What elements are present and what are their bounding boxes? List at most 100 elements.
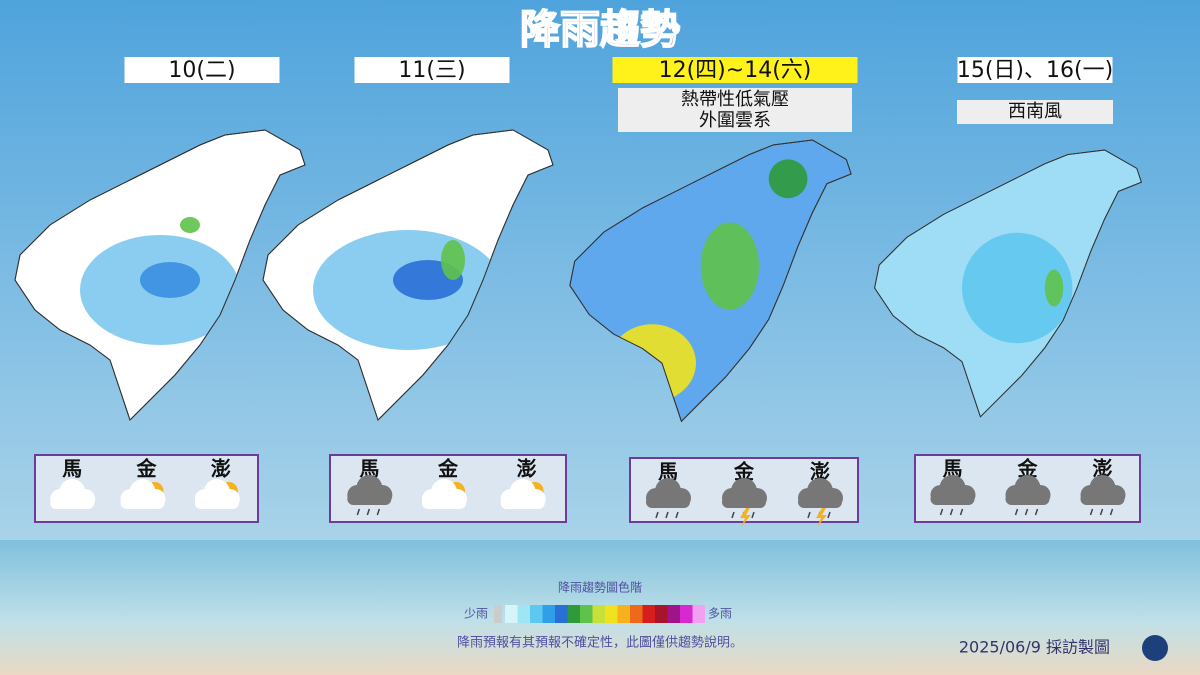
cloud	[930, 493, 975, 505]
date: 12(四)~14(六)	[659, 58, 812, 83]
scale-cell	[567, 605, 580, 623]
legend-title: 降雨趨勢圖色階	[558, 580, 642, 595]
island-label: 澎	[810, 460, 830, 484]
note-box	[618, 88, 852, 132]
date-box	[124, 57, 280, 83]
legend-high: 多雨	[708, 607, 732, 621]
rain-area	[962, 232, 1073, 344]
cloud	[120, 497, 165, 509]
rain-drop	[1024, 508, 1029, 516]
logo	[1142, 635, 1168, 661]
date: 15(日)、16(一)	[957, 58, 1113, 83]
scale-cell	[542, 605, 555, 623]
rain-drop	[376, 508, 381, 516]
scale-cell	[517, 605, 530, 623]
cloud	[646, 496, 690, 508]
note: 熱帶性低氣壓	[681, 89, 789, 110]
weather-icon	[646, 478, 691, 519]
rain-area	[80, 217, 240, 345]
island-label: 金	[733, 460, 755, 484]
island-label: 澎	[211, 457, 231, 481]
weather-icon	[722, 478, 767, 527]
date: 10(二)	[168, 58, 235, 83]
rain-drop	[1099, 508, 1104, 516]
weather-icon	[422, 479, 467, 509]
weather-icon	[500, 479, 546, 509]
rain-drop	[949, 508, 954, 516]
weather-icon	[50, 479, 96, 509]
panel: 11(三) 馬 金 澎	[262, 57, 567, 523]
rain-blob	[140, 262, 200, 298]
scale-cell	[667, 605, 680, 623]
legend-low: 少雨	[464, 607, 488, 621]
rain-drop	[959, 508, 964, 516]
note: 西南風	[1008, 101, 1062, 122]
title: 降雨趨勢	[520, 7, 680, 53]
weather-icon	[798, 478, 843, 527]
island-label: 馬	[359, 457, 379, 481]
rain-drop	[827, 511, 831, 519]
scale-cell	[605, 605, 618, 623]
rain-drop	[1109, 508, 1114, 516]
map	[14, 129, 306, 421]
island-label: 馬	[943, 457, 963, 481]
scale-cell	[530, 605, 543, 623]
cloud	[500, 497, 545, 509]
rain-drop	[1089, 508, 1094, 516]
rain-drop	[807, 511, 811, 519]
rain-blob	[700, 222, 759, 310]
note-box	[957, 100, 1113, 124]
scale-cell	[642, 605, 655, 623]
scale-cell	[630, 605, 643, 623]
rain-blob	[962, 232, 1073, 344]
rain-area	[313, 230, 503, 350]
rain-blob	[768, 159, 808, 199]
rain-drop	[655, 511, 659, 519]
rain-drop	[1014, 508, 1019, 516]
date-box	[612, 57, 858, 83]
weather-icon	[1080, 475, 1126, 516]
cloud	[798, 496, 842, 508]
rain-drop	[665, 511, 669, 519]
scale-cell	[655, 605, 668, 623]
island-label: 馬	[658, 460, 678, 484]
scale-start	[494, 605, 502, 623]
scale-cell	[555, 605, 568, 623]
weather-icon	[1005, 475, 1051, 516]
island-label: 澎	[517, 457, 537, 481]
island-label: 澎	[1093, 457, 1113, 481]
rain-blob	[441, 240, 465, 280]
disclaimer: 降雨預報有其預報不確定性，此圖僅供趨勢說明。	[457, 635, 743, 651]
lightning	[816, 508, 827, 527]
island-label: 金	[437, 457, 459, 481]
cloud	[1005, 493, 1050, 505]
rain-drop	[731, 511, 735, 519]
island-label: 馬	[62, 457, 82, 481]
cloud	[722, 496, 766, 508]
weather-icon	[347, 475, 393, 516]
lightning	[740, 508, 751, 527]
cloud	[1080, 493, 1125, 505]
weather-icon	[930, 475, 976, 516]
rain-blob	[1044, 269, 1064, 307]
scale-cell	[692, 605, 705, 623]
rain-drop	[366, 508, 371, 516]
scale-cell	[580, 605, 593, 623]
map	[262, 129, 554, 421]
scale-cell	[592, 605, 605, 623]
rain-drop	[675, 511, 679, 519]
map	[874, 149, 1142, 418]
scale-cell	[680, 605, 693, 623]
weather-icon	[120, 479, 166, 509]
date-box	[354, 57, 510, 83]
island-label: 金	[1017, 457, 1039, 481]
cloud	[422, 497, 466, 509]
weather-icon	[194, 479, 240, 509]
rain-drop	[1034, 508, 1039, 516]
scale-cell	[505, 605, 518, 623]
cloud	[194, 497, 239, 509]
rain-blob	[180, 217, 200, 233]
scale-cell	[617, 605, 630, 623]
